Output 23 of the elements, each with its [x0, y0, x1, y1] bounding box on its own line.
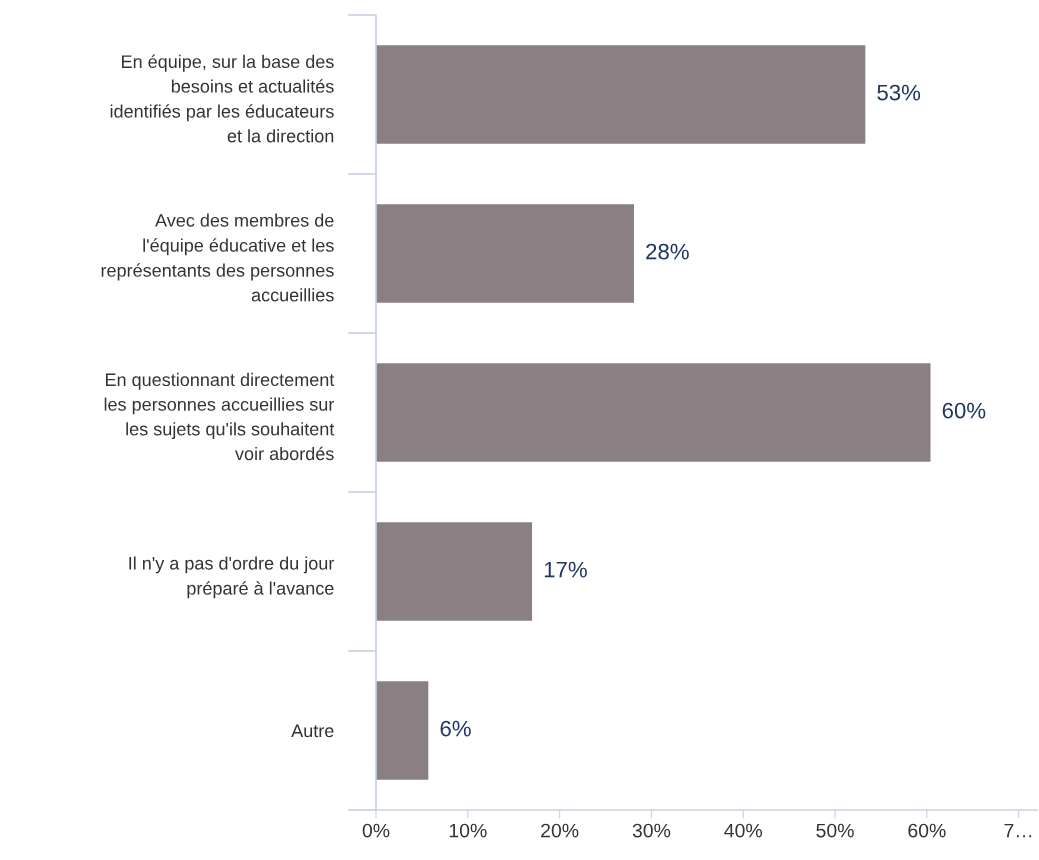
y-tick-label: Avec des membres de l'équipe éducative et les représentants des personnes accueillies — [101, 213, 334, 302]
x-tick-label: 10% — [449, 823, 487, 838]
x-tick-label: 50% — [816, 823, 854, 838]
x-tick-label: 7… — [1004, 823, 1032, 838]
x-tick-label: 60% — [908, 823, 946, 838]
x-tick-label: 40% — [724, 823, 762, 838]
bar — [376, 522, 533, 621]
data-label: 60% — [942, 402, 986, 419]
y-tick-label: Autre — [291, 724, 334, 738]
bar — [376, 363, 931, 462]
y-tick-label: Il n'y a pas d'ordre du jour préparé à l'avance — [129, 556, 335, 599]
bar — [376, 681, 429, 780]
data-label: 17% — [544, 561, 587, 578]
x-tick-label: 0% — [362, 823, 390, 838]
y-tick-label: En questionnant directement les personnes accueillies sur les sujets qu'ils souhaitent voir abordés — [104, 372, 335, 461]
y-tick-label: En équipe, sur la base des besoins et actualités identifiés par les éducateurs et la direction — [110, 54, 334, 143]
data-label: 6% — [440, 720, 471, 737]
x-tick-label: 30% — [632, 823, 671, 838]
bar — [376, 45, 866, 144]
bar — [376, 204, 634, 303]
data-label: 28% — [646, 243, 689, 260]
data-label: 53% — [877, 84, 921, 101]
x-tick-label: 20% — [541, 823, 579, 838]
